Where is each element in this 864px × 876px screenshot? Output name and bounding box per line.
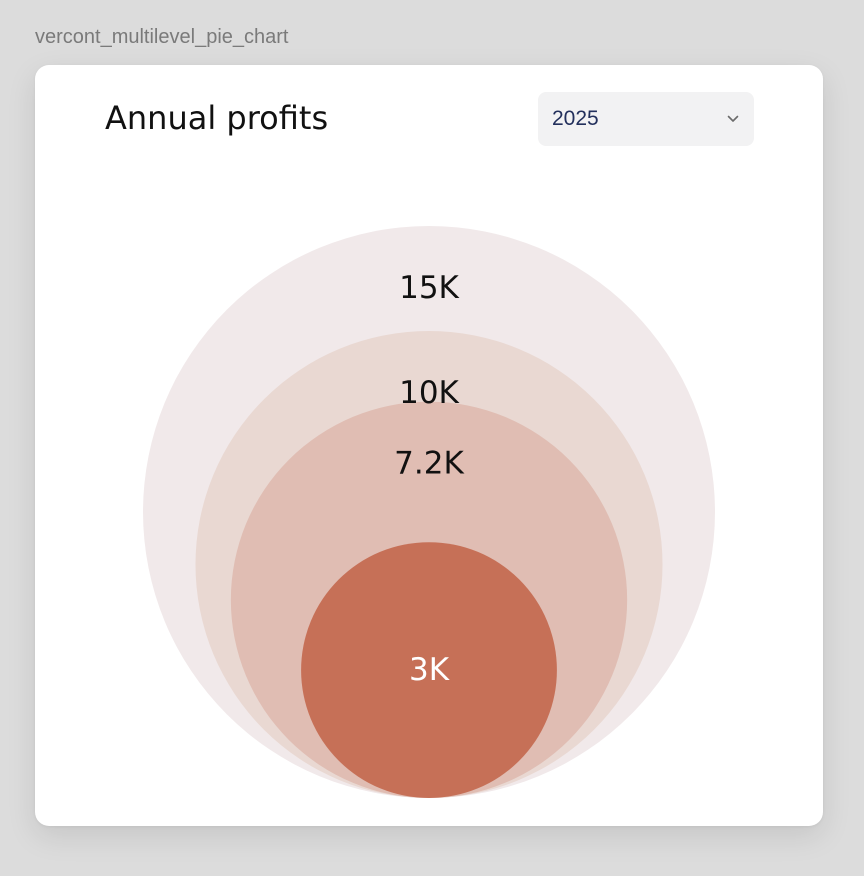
pie-level-4-label: 3K (409, 652, 450, 688)
pie-level-3-label: 7.2K (394, 446, 464, 482)
chart-card: Annual profits 2025 15K 10K 7.2K 3K (35, 65, 823, 826)
pie-level-4[interactable] (301, 542, 557, 798)
multilevel-pie-chart: 15K 10K 7.2K 3K (143, 226, 715, 798)
frame-label: vercont_multilevel_pie_chart (35, 26, 289, 48)
pie-level-1-label: 15K (399, 270, 459, 306)
year-select[interactable]: 2025 (538, 92, 754, 146)
pie-level-2-label: 10K (399, 375, 459, 411)
chart-title: Annual profits (105, 99, 329, 137)
year-select-value: 2025 (552, 107, 599, 130)
chevron-down-icon (726, 112, 740, 126)
